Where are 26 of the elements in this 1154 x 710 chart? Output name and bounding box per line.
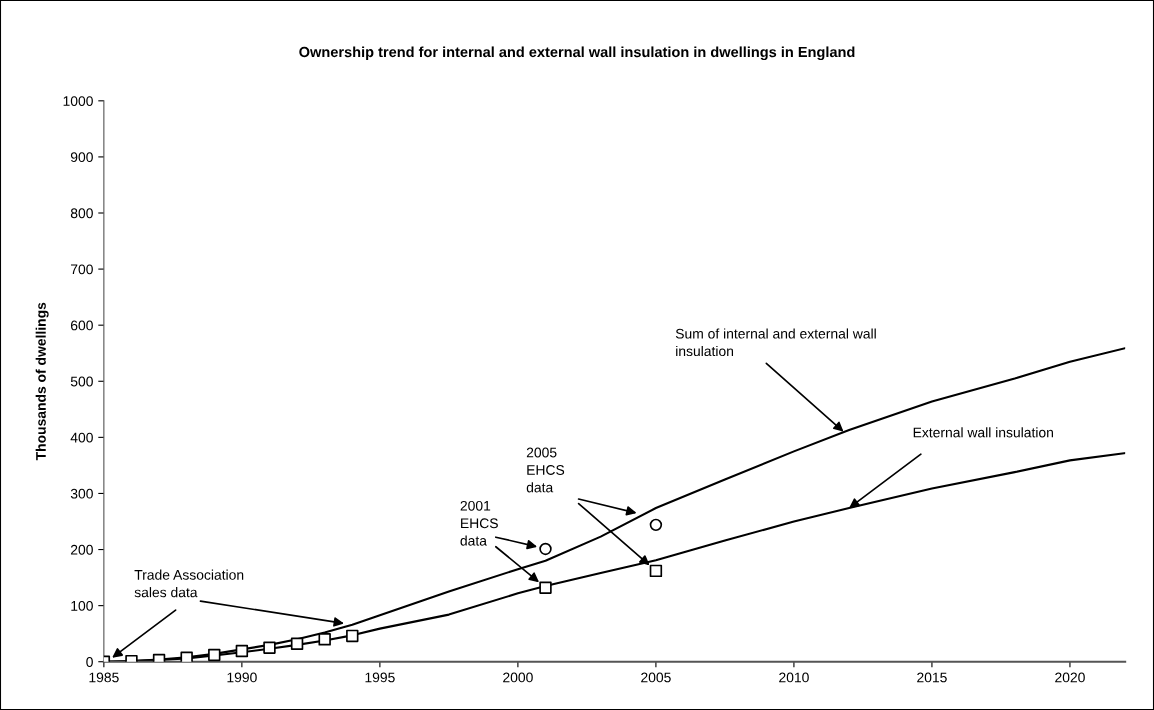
x-tick-label: 1985 (89, 672, 119, 683)
annotation: Sum of internal and external wall insulation (675, 328, 876, 357)
y-tick-label: 600 (70, 320, 93, 331)
y-tick-label: 200 (70, 544, 93, 555)
x-tick-label: 2020 (1055, 672, 1085, 683)
x-tick-label: 2005 (641, 672, 671, 683)
annotation: Trade Association sales data (134, 569, 244, 598)
y-tick-label: 100 (71, 600, 93, 611)
y-tick-label: 0 (86, 657, 93, 667)
y-tick-label: 300 (70, 488, 93, 499)
x-tick-label: 2010 (779, 672, 809, 683)
y-tick-label: 700 (70, 264, 93, 275)
y-axis-title: Thousands of dwellings (35, 302, 49, 461)
x-tick-label: 2015 (917, 672, 947, 683)
y-tick-label: 800 (70, 208, 93, 219)
annotation: External wall insulation (913, 427, 1053, 438)
y-tick-label: 900 (70, 152, 93, 163)
x-tick-label: 1990 (227, 672, 257, 683)
x-tick-label: 1995 (365, 672, 395, 683)
y-tick-label: 500 (70, 376, 93, 387)
y-tick-label: 400 (70, 432, 93, 443)
annotation: 2005 EHCS data (526, 447, 565, 493)
chart-title: Ownership trend for internal and external wall insulation in dwellings in England (299, 46, 855, 61)
y-tick-label: 1000 (63, 96, 93, 106)
x-tick-label: 2000 (503, 672, 533, 683)
annotation: 2001 EHCS data (460, 500, 498, 546)
